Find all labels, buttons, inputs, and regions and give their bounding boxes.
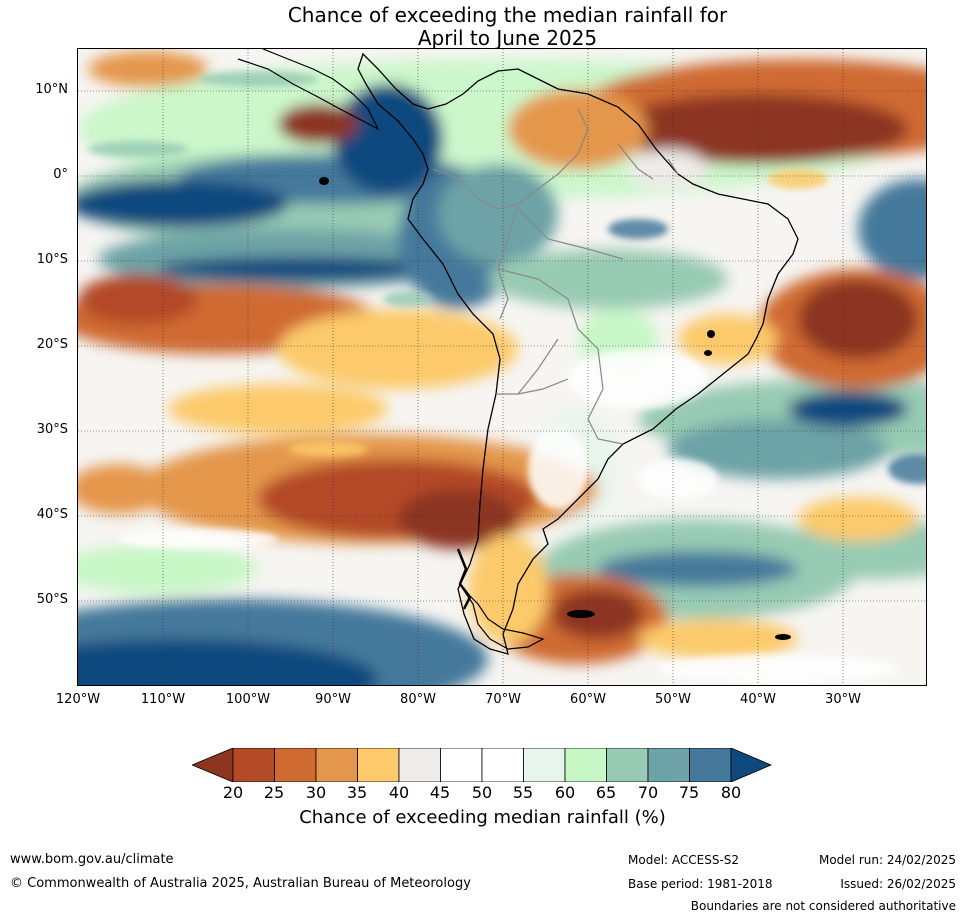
lon-label-80w: 80°W: [400, 692, 436, 707]
colorbar-label-text: Chance of exceeding median rainfall (%): [299, 807, 666, 828]
colorbar-tick: 80: [720, 783, 742, 802]
colorbar-tick: 60: [554, 783, 576, 802]
colorbar-tick: 30: [305, 783, 327, 802]
colorbar-tick: 55: [512, 783, 534, 802]
colorbar-tick: 75: [678, 783, 700, 802]
colorbar-cell: [481, 748, 524, 782]
footer-disclaimer: Boundaries are not considered authoritat…: [690, 899, 956, 913]
lat-label-40s: 40°S: [36, 507, 68, 522]
map-title-line1: Chance of exceeding the median rainfall …: [287, 3, 728, 27]
lat-label-30s: 30°S: [36, 422, 68, 437]
colorbar-tick: 50: [471, 783, 493, 802]
lon-label-60w: 60°W: [570, 692, 606, 707]
south-america-coastline: [357, 52, 799, 655]
lat-label-20s: 20°S: [36, 337, 68, 352]
lon-label-30w: 30°W: [825, 692, 861, 707]
colorbar: [192, 748, 773, 782]
colorbar-label: Chance of exceeding median rainfall (%): [0, 807, 965, 828]
colorbar-cell: [606, 748, 649, 782]
footer-model-run: Model run: 24/02/2025: [818, 853, 956, 867]
chile-fjords: [456, 548, 472, 610]
colorbar-cell: [523, 748, 566, 782]
colorbar-tick: 25: [263, 783, 285, 802]
footer-url: www.bom.gov.au/climate: [10, 852, 174, 867]
colorbar-cell: [274, 748, 317, 782]
colorbar-tick: 45: [429, 783, 451, 802]
colorbar-cell: [315, 748, 358, 782]
tierra-del-fuego: [462, 588, 545, 650]
islands: [319, 177, 791, 640]
colorbar-cell: [647, 748, 690, 782]
lat-label-10s: 10°S: [36, 252, 68, 267]
colorbar-arrow-high: [730, 748, 773, 782]
lon-label-50w: 50°W: [655, 692, 691, 707]
map-title-line2: April to June 2025: [417, 26, 598, 50]
lon-label-90w: 90°W: [315, 692, 351, 707]
colorbar-tick: 40: [388, 783, 410, 802]
colorbar-tick: 70: [637, 783, 659, 802]
colorbar-cell: [357, 748, 400, 782]
lon-label-110w: 110°W: [140, 692, 186, 707]
lat-label-50s: 50°S: [36, 592, 68, 607]
colorbar-cell: [232, 748, 275, 782]
rainfall-map-canvas: [78, 49, 926, 685]
footer-model: Model: ACCESS-S2: [628, 853, 740, 867]
lon-label-100w: 100°W: [225, 692, 271, 707]
country-borders: [432, 108, 679, 445]
footer-issued: Issued: 26/02/2025: [840, 877, 956, 891]
lon-label-70w: 70°W: [485, 692, 521, 707]
colorbar-cell: [440, 748, 483, 782]
colorbar-tick: 35: [346, 783, 368, 802]
colorbar-tick: 65: [595, 783, 617, 802]
lat-label-0: 0°: [53, 167, 68, 182]
lon-label-40w: 40°W: [740, 692, 776, 707]
lat-label-10n: 10°N: [35, 82, 68, 97]
rainfall-map: [77, 48, 927, 686]
colorbar-cell: [564, 748, 607, 782]
colorbar-cell: [689, 748, 732, 782]
colorbar-arrow-low: [192, 748, 234, 782]
central-america-coastline: [237, 49, 380, 131]
footer-base-period: Base period: 1981-2018: [628, 877, 773, 891]
lon-label-120w: 120°W: [55, 692, 101, 707]
colorbar-cell: [398, 748, 441, 782]
map-title: Chance of exceeding the median rainfall …: [0, 4, 965, 50]
footer-copyright: © Commonwealth of Australia 2025, Austra…: [10, 876, 471, 891]
map-gridlines: [78, 49, 926, 685]
colorbar-tick: 20: [222, 783, 244, 802]
